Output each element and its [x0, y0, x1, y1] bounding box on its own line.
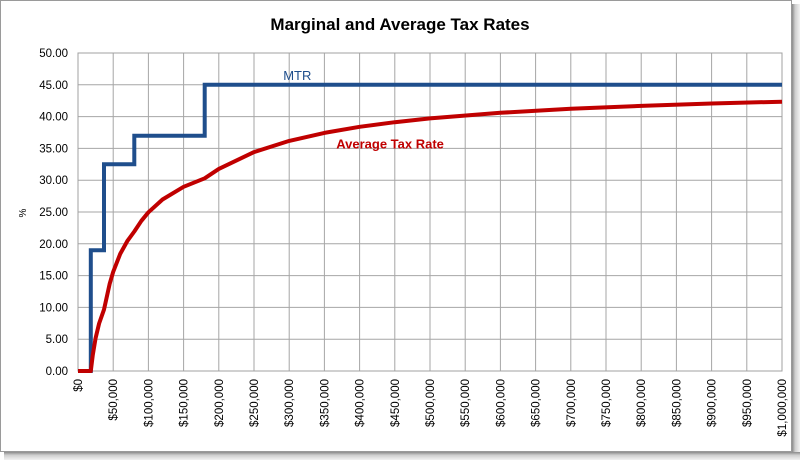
- annotation-average-tax-rate: Average Tax Rate: [336, 136, 444, 151]
- series-group: [78, 82, 783, 373]
- x-tick-label: $150,000: [179, 379, 191, 427]
- x-tick-label: $50,000: [108, 379, 120, 421]
- x-axis-ticks: $0 $50,000 $100,000 $150,000 $200,000 $250,00…: [73, 379, 789, 437]
- y-tick-label: 15.00: [39, 271, 68, 283]
- y-tick-label: 20.00: [39, 239, 68, 251]
- frame-shadow-bottom: [4, 452, 800, 460]
- y-tick-label: 0.00: [46, 366, 68, 378]
- x-tick-label: $200,000: [214, 379, 226, 427]
- x-tick-label: $650,000: [531, 379, 543, 427]
- x-tick-label: $350,000: [319, 379, 331, 427]
- y-tick-label: 50.00: [39, 48, 68, 60]
- x-tick-label: $700,000: [566, 379, 578, 427]
- chart-title: Marginal and Average Tax Rates: [270, 15, 529, 34]
- annotations: MTR Average Tax Rate: [283, 68, 444, 152]
- x-tick-label: $600,000: [495, 379, 507, 427]
- y-axis-ticks: 0.00 5.00 10.00 15.00 20.00 25.00 30.00 35.00 40…: [39, 48, 68, 378]
- x-tick-label: $1,000,000: [777, 379, 789, 437]
- grid: [77, 52, 783, 372]
- x-tick-label: $800,000: [636, 379, 648, 427]
- x-tick-label: $0: [73, 379, 85, 392]
- x-tick-label: $750,000: [601, 379, 613, 427]
- y-tick-label: 25.00: [39, 207, 68, 219]
- frame-shadow-right: [792, 4, 800, 460]
- x-tick-label: $850,000: [671, 379, 683, 427]
- y-tick-label: 40.00: [39, 112, 68, 124]
- x-tick-label: $300,000: [284, 379, 296, 427]
- y-tick-label: 45.00: [39, 80, 68, 92]
- x-tick-label: $900,000: [707, 379, 719, 427]
- y-tick-label: 30.00: [39, 175, 68, 187]
- plot-area: [77, 52, 783, 372]
- x-tick-label: $950,000: [742, 379, 754, 427]
- x-tick-label: $500,000: [425, 379, 437, 427]
- series-line-average-tax-rate: [78, 99, 783, 373]
- y-tick-label: 10.00: [39, 302, 68, 314]
- y-tick-label: 5.00: [46, 334, 68, 346]
- x-tick-label: $250,000: [249, 379, 261, 427]
- annotation-mtr: MTR: [283, 68, 311, 83]
- chart-frame: [0, 0, 792, 452]
- series-line-mtr: [78, 82, 782, 373]
- x-tick-label: $100,000: [143, 379, 155, 427]
- x-tick-label: $450,000: [390, 379, 402, 427]
- y-tick-label: 35.00: [39, 143, 68, 155]
- y-axis-label: %: [18, 208, 29, 217]
- x-tick-label: $400,000: [355, 379, 367, 427]
- x-tick-label: $550,000: [460, 379, 472, 427]
